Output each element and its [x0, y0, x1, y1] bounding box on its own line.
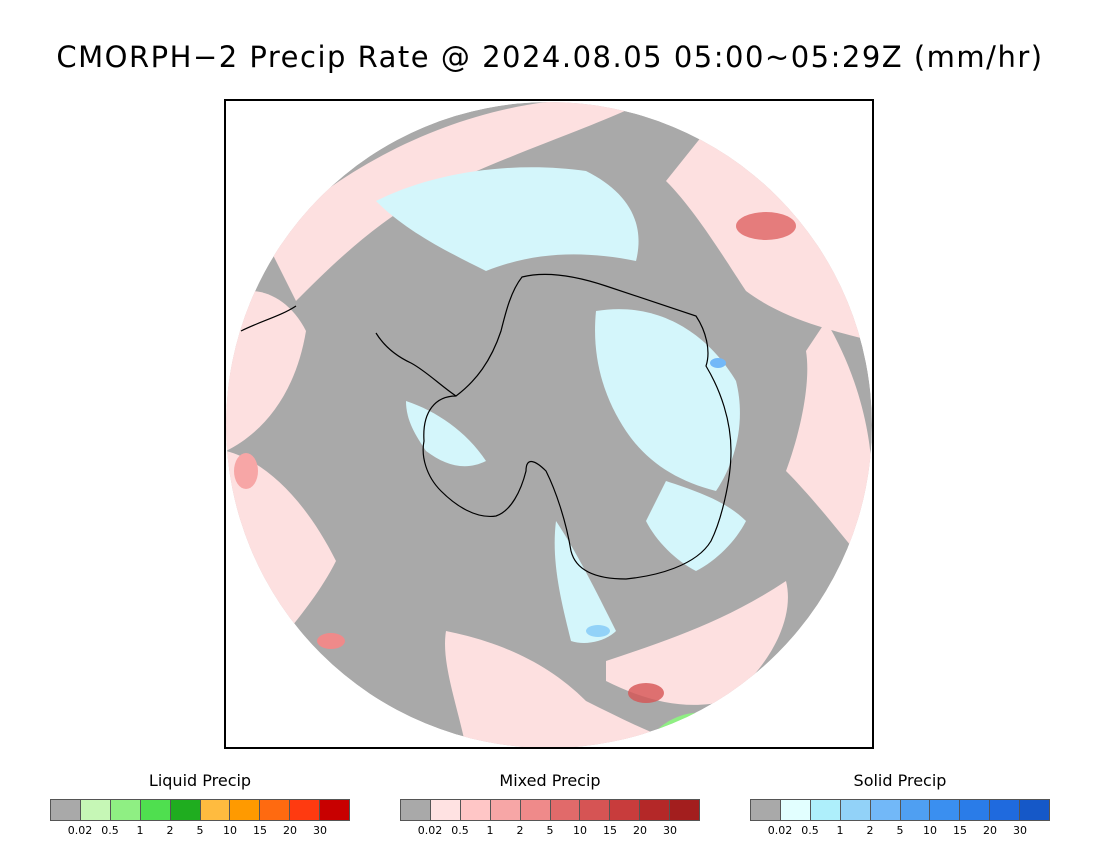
mixed-precip-band-northwest [266, 102, 646, 301]
legend-swatch [840, 800, 871, 820]
legend-swatch [751, 800, 781, 820]
legend-swatch [870, 800, 901, 820]
legend-swatch [780, 800, 811, 820]
legend-swatch [550, 800, 581, 820]
legend-swatch [640, 800, 671, 820]
solid-precip-north-arc [376, 167, 639, 271]
tick-label: 15 [253, 824, 267, 837]
legend-swatch [260, 800, 291, 820]
legend-title: Solid Precip [853, 771, 947, 790]
legend-swatch [810, 800, 841, 820]
tick-label: 1 [136, 824, 144, 837]
tick-label: 20 [983, 824, 997, 837]
tick-label: 0.02 [767, 824, 793, 837]
legend-swatch [960, 800, 991, 820]
tick-label: 20 [283, 824, 297, 837]
mixed-precip-band-west [226, 291, 306, 451]
mixed-precip-heavy-southeast [628, 683, 664, 703]
antarctic-peninsula [375, 332, 457, 397]
tick-label: 0.5 [451, 824, 469, 837]
tick-label: 0.02 [417, 824, 443, 837]
mixed-precip-band-southeast [606, 581, 788, 705]
legend-swatch [170, 800, 201, 820]
tick-label: 15 [953, 824, 967, 837]
legend-swatch [320, 800, 350, 820]
mixed-precip-band-south [445, 631, 696, 747]
tick-labels: 0.02 0.5 1 2 5 10 15 20 30 [400, 821, 700, 837]
legend-swatch [80, 800, 111, 820]
tick-label: 2 [866, 824, 874, 837]
solid-precip-south-plume [554, 521, 616, 643]
solid-precip-spot-east [710, 358, 726, 368]
legend-swatch [401, 800, 431, 820]
tick-label: 0.02 [67, 824, 93, 837]
tick-label: 15 [603, 824, 617, 837]
legend-swatch [230, 800, 261, 820]
tick-label: 30 [313, 824, 327, 837]
legend-swatch [900, 800, 931, 820]
south-america-coast [240, 305, 297, 332]
tick-label: 0.5 [801, 824, 819, 837]
tick-label: 30 [1013, 824, 1027, 837]
mixed-precip-heavy-northeast [736, 212, 796, 240]
legend-swatch [200, 800, 231, 820]
tick-labels: 0.02 0.5 1 2 5 10 15 20 30 [750, 821, 1050, 837]
tick-label: 10 [223, 824, 237, 837]
mixed-precip-heavy-west [234, 453, 258, 489]
tick-label: 10 [923, 824, 937, 837]
tick-label: 0.5 [101, 824, 119, 837]
map-frame [224, 99, 874, 749]
solid-precip-east-swirl [595, 309, 740, 491]
legend-liquid: Liquid Precip 0.02 0.5 1 2 5 10 15 20 30 [50, 770, 350, 837]
tick-label: 20 [633, 824, 647, 837]
tick-label: 5 [896, 824, 904, 837]
legend-swatch [610, 800, 641, 820]
legend-mixed: Mixed Precip 0.02 0.5 1 2 5 10 15 20 30 [400, 770, 700, 837]
solid-precip-southeast [646, 481, 746, 571]
tick-label: 1 [836, 824, 844, 837]
color-bar [50, 799, 350, 821]
tick-label: 5 [546, 824, 554, 837]
tick-label: 30 [663, 824, 677, 837]
tick-label: 2 [166, 824, 174, 837]
tick-label: 1 [486, 824, 494, 837]
polar-precip-map [226, 102, 872, 747]
legend-swatch [290, 800, 321, 820]
color-bar [750, 799, 1050, 821]
legend-swatch [670, 800, 700, 820]
tick-label: 2 [516, 824, 524, 837]
mixed-precip-heavy-southwest [317, 633, 345, 649]
tick-label: 10 [573, 824, 587, 837]
legend-solid: Solid Precip 0.02 0.5 1 2 5 10 15 20 30 [750, 770, 1050, 837]
legend-swatch [430, 800, 461, 820]
mixed-precip-band-east [786, 321, 872, 571]
legend-title: Liquid Precip [148, 771, 252, 790]
antarctica-coastline [422, 273, 732, 580]
legend-swatch [1020, 800, 1050, 820]
legend-swatch [520, 800, 551, 820]
map-title: CMORPH−2 Precip Rate @ 2024.08.05 05:00~… [56, 40, 1044, 74]
legend-swatch [110, 800, 141, 820]
solid-precip-spot-south [586, 625, 610, 637]
legend-swatch [930, 800, 961, 820]
tick-label: 5 [196, 824, 204, 837]
color-bar [400, 799, 700, 821]
legend-swatch [460, 800, 491, 820]
legend-swatch [990, 800, 1021, 820]
ocean-no-precip [226, 102, 872, 747]
legend-swatch [140, 800, 171, 820]
legend-swatch [490, 800, 521, 820]
legend-title: Mixed Precip [499, 771, 601, 790]
legend-swatch [51, 800, 81, 820]
legend-swatch [580, 800, 611, 820]
tick-labels: 0.02 0.5 1 2 5 10 15 20 30 [50, 821, 350, 837]
